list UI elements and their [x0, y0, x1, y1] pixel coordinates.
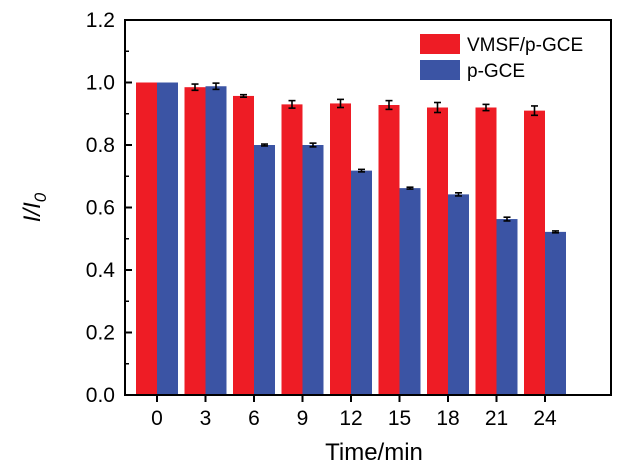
- bar-pgce-21: [496, 219, 518, 395]
- y-tick-label: 1.0: [86, 72, 115, 95]
- bar-vmsf-3: [184, 87, 206, 395]
- bar-vmsf-6: [233, 95, 254, 395]
- error-bar-vmsf-18: [434, 101, 441, 114]
- bar-vmsf-0: [136, 82, 157, 395]
- bar-pgce-12: [351, 170, 372, 395]
- error-bar-pgce-15: [406, 186, 414, 190]
- bar-vmsf-18: [427, 107, 448, 395]
- x-tick-label: 18: [436, 407, 459, 430]
- error-bar-vmsf-15: [385, 99, 393, 111]
- x-axis: 0 3 6 9 12 15 18 21 24: [151, 395, 557, 430]
- error-bar-vmsf-9: [288, 99, 296, 109]
- x-tick-label: 15: [388, 407, 411, 430]
- bar-vmsf-24: [524, 110, 545, 395]
- y-axis-title-subscript: 0: [31, 192, 50, 202]
- y-tick-label: 0.8: [86, 134, 115, 157]
- error-bar-pgce-21: [503, 216, 511, 222]
- error-bar-pgce-24: [552, 230, 559, 234]
- legend-swatch-pgce: [420, 60, 460, 80]
- bar-pgce-18: [448, 194, 469, 395]
- error-bar-pgce-18: [455, 192, 462, 197]
- y-tick-label: 0.0: [86, 384, 115, 407]
- legend-swatch-vmsf: [420, 34, 460, 54]
- bar-vmsf-21: [475, 107, 497, 395]
- bar-vmsf-15: [378, 105, 400, 395]
- error-bar-vmsf-3: [191, 83, 199, 92]
- x-tick-label: 24: [533, 407, 557, 430]
- y-axis: 0.0 0.2 0.4 0.6 0.8 1.0 1.2: [86, 9, 132, 407]
- legend: VMSF/p-GCE p-GCE: [420, 34, 583, 82]
- error-bar-vmsf-21: [482, 103, 490, 112]
- bar-pgce-0: [157, 82, 178, 395]
- y-tick-label: 1.2: [86, 9, 115, 32]
- y-tick-label: 0.6: [86, 197, 115, 220]
- error-bar-vmsf-12: [337, 98, 344, 109]
- bar-pgce-3: [205, 86, 227, 395]
- error-bar-pgce-12: [358, 168, 365, 173]
- x-axis-title: Time/min: [325, 439, 423, 466]
- y-tick-label: 0.4: [86, 259, 116, 282]
- bar-vmsf-12: [330, 103, 351, 395]
- error-bar-vmsf-24: [531, 105, 538, 117]
- x-tick-label: 3: [200, 407, 212, 430]
- error-bars-layer: [191, 82, 559, 234]
- x-tick-label: 9: [297, 407, 309, 430]
- error-bar-pgce-6: [261, 143, 268, 147]
- bars-layer: [136, 82, 566, 395]
- y-tick-label: 0.2: [86, 322, 115, 345]
- legend-label-vmsf: VMSF/p-GCE: [467, 35, 583, 56]
- bar-pgce-6: [254, 145, 275, 395]
- bar-pgce-15: [399, 188, 421, 395]
- bar-pgce-24: [545, 231, 566, 395]
- bar-vmsf-9: [281, 104, 303, 395]
- x-tick-label: 0: [151, 407, 163, 430]
- legend-label-pgce: p-GCE: [467, 61, 525, 82]
- y-axis-title-main: I/I: [19, 202, 46, 222]
- error-bar-pgce-3: [212, 82, 220, 91]
- x-tick-label: 12: [339, 407, 362, 430]
- x-tick-label: 21: [485, 407, 508, 430]
- y-axis-title: I/I0: [19, 192, 50, 222]
- x-tick-label: 6: [248, 407, 260, 430]
- error-bar-pgce-9: [309, 142, 317, 148]
- error-bar-vmsf-6: [240, 93, 247, 98]
- bar-pgce-9: [302, 145, 324, 395]
